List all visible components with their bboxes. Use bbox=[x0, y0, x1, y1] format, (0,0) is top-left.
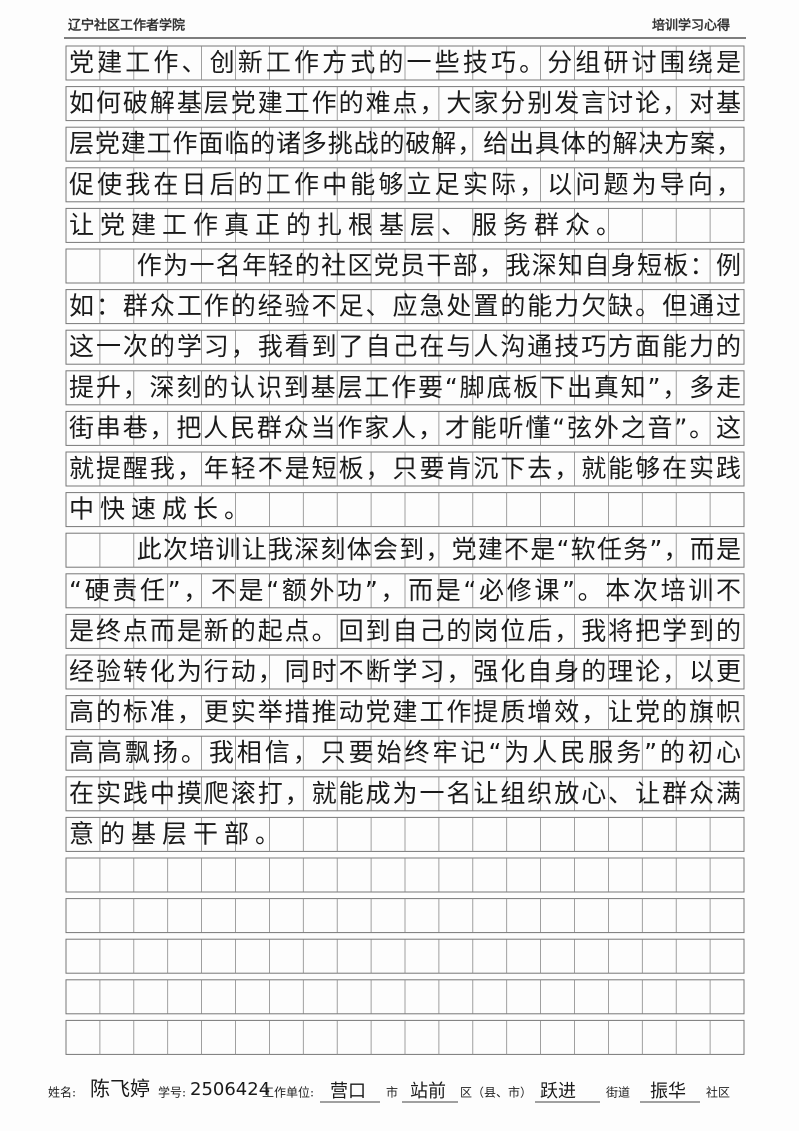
handwritten-line: 此次培训让我深刻体会到，党建不是“软任务”，而是 bbox=[137, 535, 741, 564]
handwritten-line: 街串巷，把人民群众当作家人，才能听懂“弦外之音”。这 bbox=[69, 413, 741, 442]
handwritten-line: 作为一名年轻的社区党员干部，我深知自身短板：例 bbox=[137, 251, 741, 280]
handwritten-line: 层党建工作面临的诸多挑战的破解，给出具体的解决方案， bbox=[69, 129, 741, 158]
name-label: 姓名: bbox=[48, 1085, 76, 1100]
handwritten-line: 在实践中摸爬滚打，就能成为一名让组织放心、让群众满 bbox=[69, 779, 741, 808]
name: 陈飞婷 bbox=[90, 1077, 150, 1101]
community: 振华 bbox=[650, 1081, 686, 1102]
handwritten-line: 高高飘扬。我相信，只要始终牢记“为人民服务”的初心 bbox=[69, 738, 741, 767]
id-label: 学号: bbox=[158, 1085, 186, 1100]
handwritten-line: 高的标准，更实举措推动党建工作提质增效，让党的旗帜 bbox=[69, 698, 741, 727]
handwritten-line: 是终点而是新的起点。回到自己的岗位后，我将把学到的 bbox=[69, 616, 741, 645]
handwritten-line: 让党建工作真正的扎根基层、服务群众。 bbox=[69, 210, 627, 239]
footer: 姓名: 陈飞婷 学号: 2506424 工作单位: 营口 市 站前 区（县、市）… bbox=[48, 1077, 730, 1103]
header-right: 培训学习心得 bbox=[652, 18, 730, 34]
community-label: 社区 bbox=[706, 1085, 730, 1100]
handwritten-line: 如：群众工作的经验不足、应急处置的能力欠缺。但通过 bbox=[69, 292, 741, 321]
handwritten-line: “硬责任”，不是“额外功”，而是“必修课”。本次培训不 bbox=[69, 576, 741, 605]
handwritten-line: 如何破解基层党建工作的难点，大家分别发言讨论，对基 bbox=[69, 89, 741, 118]
handwritten-line: 经验转化为行动，同时不断学习，强化自身的理论，以更 bbox=[69, 657, 741, 686]
student-id: 2506424 bbox=[190, 1079, 270, 1100]
handwritten-line: 就提醒我，年轻不是短板，只要肯沉下去，就能够在实践 bbox=[69, 454, 741, 483]
handwritten-line: 中快速成长。 bbox=[69, 495, 255, 524]
handwritten-line: 提升，深刻的认识到基层工作要“脚底板下出真知”，多走 bbox=[69, 373, 741, 402]
street: 跃进 bbox=[540, 1081, 576, 1102]
street-label: 街道 bbox=[606, 1086, 630, 1100]
handwritten-line: 意的基层干部。 bbox=[69, 819, 286, 848]
grid bbox=[65, 45, 745, 1055]
district-label: 区（县、市） bbox=[460, 1085, 532, 1100]
handwritten-line: 这一次的学习，我看到了自己在与人沟通技巧方面能力的 bbox=[69, 332, 741, 361]
header-left: 辽宁社区工作者学院 bbox=[68, 18, 185, 34]
city: 营口 bbox=[330, 1081, 366, 1102]
district: 站前 bbox=[410, 1081, 446, 1102]
city-label: 市 bbox=[386, 1085, 398, 1100]
unit-label: 工作单位: bbox=[262, 1085, 314, 1100]
